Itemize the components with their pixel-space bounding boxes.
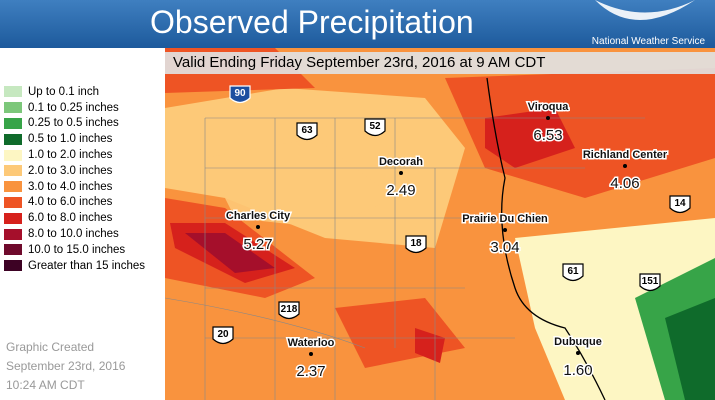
legend-swatch: [4, 86, 22, 98]
legend-label: 4.0 to 6.0 inches: [28, 196, 113, 209]
created-line: Graphic Created: [6, 340, 95, 354]
legend-label: 1.0 to 2.0 inches: [28, 149, 113, 162]
map: Viroqua 6.53 Richland Center 4.06 Decorah 2.4…: [165, 48, 715, 400]
city-value: 3.04: [490, 239, 519, 256]
highway-shield: [296, 122, 318, 141]
city-value: 6.53: [533, 127, 562, 144]
legend-swatch: [4, 244, 22, 256]
highway-shield: [278, 301, 300, 320]
highway-shield: [364, 118, 386, 137]
city-name: Viroqua: [528, 101, 570, 113]
city-name: Waterloo: [288, 337, 335, 349]
legend-label: Up to 0.1 inch: [28, 85, 99, 98]
legend-item: Greater than 15 inches: [4, 258, 145, 274]
legend-swatch: [4, 181, 22, 193]
city-value: 2.49: [386, 182, 415, 199]
city-value: 2.37: [296, 363, 325, 380]
legend: Up to 0.1 inch 0.1 to 0.25 inches 0.25 to …: [4, 84, 145, 274]
legend-label: 6.0 to 8.0 inches: [28, 212, 113, 225]
legend-item: 3.0 to 4.0 inches: [4, 179, 145, 195]
legend-label: 0.1 to 0.25 inches: [28, 101, 119, 114]
highway-number: 61: [567, 266, 579, 277]
created-line: September 23rd, 2016: [6, 359, 126, 373]
legend-item: 8.0 to 10.0 inches: [4, 226, 145, 242]
city-name: Decorah: [379, 156, 423, 168]
legend-swatch: [4, 117, 22, 129]
highway-shield: [405, 235, 427, 254]
legend-item: Up to 0.1 inch: [4, 84, 145, 100]
highway-number: 151: [642, 276, 659, 287]
legend-label: 0.5 to 1.0 inches: [28, 133, 113, 146]
legend-swatch: [4, 149, 22, 161]
legend-label: 2.0 to 3.0 inches: [28, 164, 113, 177]
city-value: 1.60: [563, 362, 592, 379]
legend-item: 4.0 to 6.0 inches: [4, 195, 145, 211]
highway-number: 20: [217, 329, 229, 340]
legend-item: 2.0 to 3.0 inches: [4, 163, 145, 179]
city-value: 5.27: [243, 236, 272, 253]
legend-label: 3.0 to 4.0 inches: [28, 180, 113, 193]
legend-item: 0.1 to 0.25 inches: [4, 100, 145, 116]
legend-item: 0.5 to 1.0 inches: [4, 131, 145, 147]
header: Observed Precipitation National Weather …: [0, 0, 715, 48]
city-name: Dubuque: [554, 336, 602, 348]
legend-label: 10.0 to 15.0 inches: [28, 243, 126, 256]
title: Observed Precipitation: [150, 4, 474, 40]
city-dot: [256, 225, 260, 229]
highway-number: 14: [674, 198, 686, 209]
valid-line: Valid Ending Friday September 23rd, 2016…: [165, 52, 715, 74]
highway-shield: [212, 326, 234, 345]
highway-shield: [229, 85, 251, 104]
highway-shield: [562, 263, 584, 282]
legend-swatch: [4, 260, 22, 272]
legend-item: 10.0 to 15.0 inches: [4, 242, 145, 258]
city-name: Prairie Du Chien: [462, 213, 548, 225]
legend-swatch: [4, 102, 22, 114]
highway-shield: [669, 195, 691, 214]
legend-swatch: [4, 196, 22, 208]
legend-label: 0.25 to 0.5 inches: [28, 117, 119, 130]
city-dot: [546, 116, 550, 120]
highway-number: 90: [234, 88, 246, 99]
created-line: 10:24 AM CDT: [6, 378, 85, 392]
logo: [595, 0, 695, 20]
city-dot: [503, 228, 507, 232]
legend-swatch: [4, 228, 22, 240]
legend-swatch: [4, 165, 22, 177]
city-name: Charles City: [226, 210, 291, 222]
highway-number: 63: [301, 125, 313, 136]
legend-label: 8.0 to 10.0 inches: [28, 228, 119, 241]
city-dot: [399, 171, 403, 175]
legend-item: 6.0 to 8.0 inches: [4, 210, 145, 226]
legend-label: Greater than 15 inches: [28, 259, 145, 272]
legend-item: 1.0 to 2.0 inches: [4, 147, 145, 163]
created-note: Graphic Created September 23rd, 2016 10:24…: [6, 338, 125, 395]
highway-number: 52: [369, 121, 381, 132]
legend-item: 0.25 to 0.5 inches: [4, 116, 145, 132]
city-value: 4.06: [610, 175, 639, 192]
agency: National Weather Service: [591, 36, 705, 47]
city-dot: [623, 164, 627, 168]
legend-swatch: [4, 133, 22, 145]
legend-swatch: [4, 212, 22, 224]
city-dot: [309, 352, 313, 356]
highway-number: 218: [281, 304, 298, 315]
highway-shield: [639, 273, 661, 292]
city-dot: [576, 351, 580, 355]
highway-number: 18: [410, 238, 422, 249]
city-name: Richland Center: [583, 149, 668, 161]
